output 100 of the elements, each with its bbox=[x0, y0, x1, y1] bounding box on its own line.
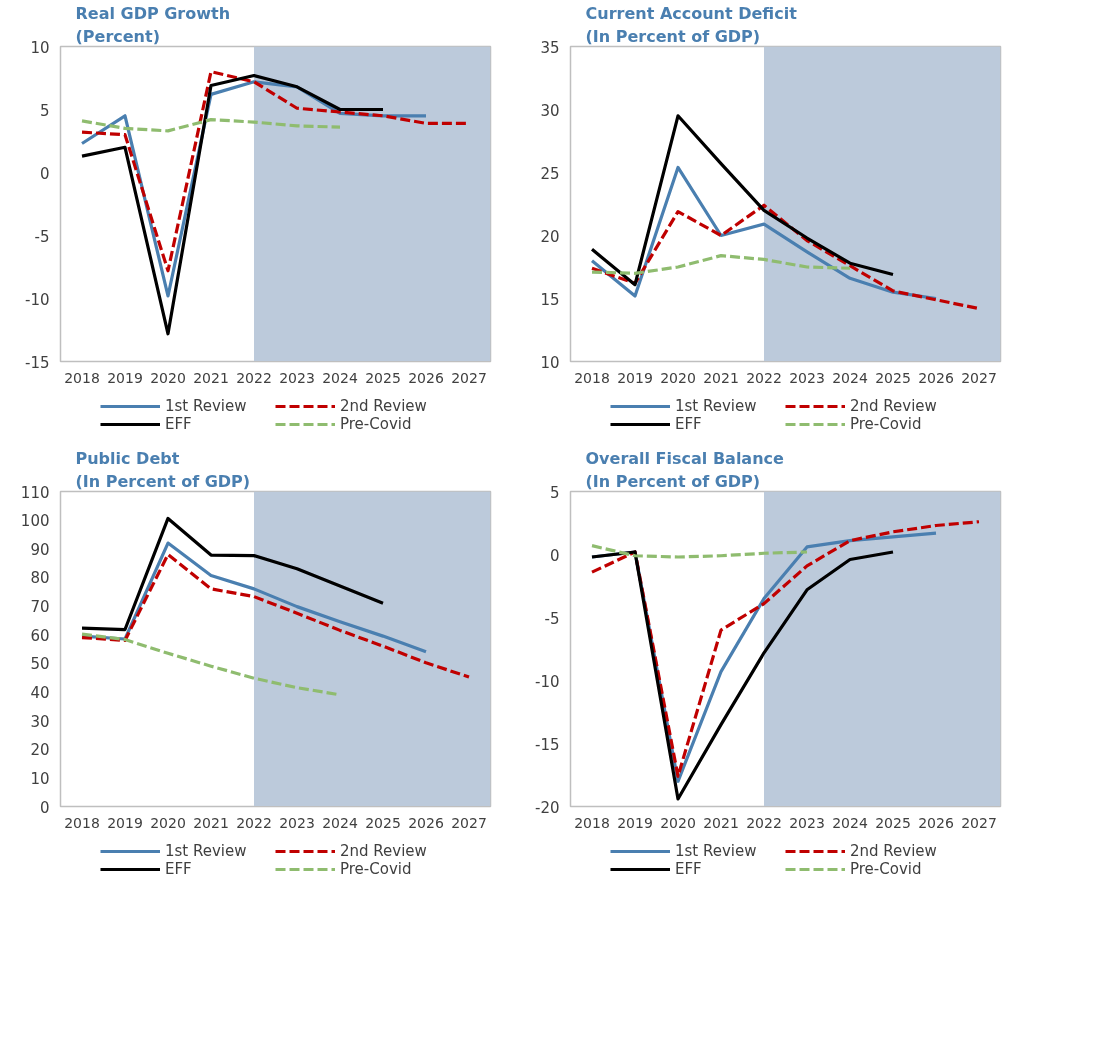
line-series bbox=[590, 550, 895, 801]
legend-label: Pre-Covid bbox=[340, 415, 413, 433]
legend-label: 2nd Review bbox=[850, 397, 938, 415]
y-tick-label: 10 bbox=[30, 769, 50, 788]
y-tick-label: 35 bbox=[540, 38, 560, 57]
x-tick-label: 2024 bbox=[322, 369, 358, 386]
x-tick-label: 2023 bbox=[279, 369, 315, 386]
legend-label: EFF bbox=[165, 415, 193, 433]
x-tick-label: 2021 bbox=[703, 369, 739, 386]
y-tick-label: 60 bbox=[30, 626, 50, 645]
y-tick-label: 30 bbox=[540, 101, 560, 120]
y-tick-label: 25 bbox=[540, 164, 560, 183]
legend-label: EFF bbox=[675, 860, 703, 878]
x-tick-label: 2024 bbox=[322, 814, 358, 831]
x-tick-label: 2021 bbox=[193, 369, 229, 386]
x-tick-label: 2022 bbox=[746, 814, 782, 831]
x-tick-label: 2021 bbox=[703, 814, 739, 831]
y-tick-label: -15 bbox=[25, 353, 50, 372]
chart-subtitle: (In Percent of GDP) bbox=[585, 26, 761, 46]
x-tick-label: 2019 bbox=[617, 369, 653, 386]
legend-label: Pre-Covid bbox=[850, 860, 923, 878]
x-tick-label: 2018 bbox=[574, 369, 610, 386]
legend-label: 1st Review bbox=[675, 842, 758, 860]
x-tick-label: 2020 bbox=[150, 814, 186, 831]
y-tick-label: 10 bbox=[540, 353, 560, 372]
y-tick-label: -15 bbox=[535, 735, 560, 754]
x-tick-label: 2026 bbox=[918, 814, 954, 831]
y-tick-label: 20 bbox=[30, 741, 50, 760]
x-tick-label: 2019 bbox=[107, 814, 143, 831]
x-tick-label: 2027 bbox=[451, 369, 487, 386]
y-tick-label: -10 bbox=[25, 290, 50, 309]
y-tick-label: 0 bbox=[549, 546, 560, 565]
y-tick-label: 10 bbox=[30, 38, 50, 57]
y-tick-label: -20 bbox=[535, 798, 560, 817]
legend-label: 2nd Review bbox=[340, 397, 428, 415]
chart-subtitle: (In Percent of GDP) bbox=[585, 471, 761, 491]
line-series bbox=[590, 544, 809, 559]
y-tick-label: 100 bbox=[20, 512, 50, 531]
y-tick-label: 40 bbox=[30, 683, 50, 702]
x-tick-label: 2025 bbox=[365, 814, 401, 831]
chart-subtitle: (Percent) bbox=[75, 26, 160, 46]
x-tick-label: 2022 bbox=[236, 814, 272, 831]
legend-label: 1st Review bbox=[165, 842, 248, 860]
legend-label: Pre-Covid bbox=[850, 415, 923, 433]
legend-label: 2nd Review bbox=[340, 842, 428, 860]
x-tick-label: 2019 bbox=[617, 814, 653, 831]
x-tick-label: 2027 bbox=[961, 369, 997, 386]
x-tick-label: 2018 bbox=[574, 814, 610, 831]
legend-label: Pre-Covid bbox=[340, 860, 413, 878]
x-tick-label: 2023 bbox=[279, 814, 315, 831]
x-tick-label: 2026 bbox=[918, 369, 954, 386]
x-tick-label: 2025 bbox=[365, 369, 401, 386]
line-series bbox=[590, 520, 981, 778]
x-tick-label: 2022 bbox=[746, 369, 782, 386]
x-tick-label: 2018 bbox=[64, 369, 100, 386]
x-tick-label: 2022 bbox=[236, 369, 272, 386]
y-tick-label: 50 bbox=[30, 655, 50, 674]
chart-title: Public Debt bbox=[75, 448, 180, 468]
legend-label: 2nd Review bbox=[850, 842, 938, 860]
y-tick-label: 15 bbox=[540, 290, 560, 309]
y-tick-label: 0 bbox=[39, 798, 50, 817]
y-tick-label: 70 bbox=[30, 598, 50, 617]
chart-title: Current Account Deficit bbox=[585, 3, 798, 23]
chart-title: Real GDP Growth bbox=[75, 3, 231, 23]
x-tick-label: 2025 bbox=[875, 369, 911, 386]
x-tick-label: 2026 bbox=[408, 814, 444, 831]
y-tick-label: 20 bbox=[540, 227, 560, 246]
legend-label: 1st Review bbox=[675, 397, 758, 415]
line-series bbox=[590, 114, 895, 287]
line-series bbox=[80, 516, 385, 632]
legend-label: EFF bbox=[165, 860, 193, 878]
x-tick-label: 2020 bbox=[660, 814, 696, 831]
x-tick-label: 2023 bbox=[789, 369, 825, 386]
x-tick-label: 2019 bbox=[107, 369, 143, 386]
y-tick-label: -5 bbox=[544, 609, 560, 628]
y-tick-label: 110 bbox=[20, 483, 50, 502]
chart-title: Overall Fiscal Balance bbox=[585, 448, 785, 468]
y-tick-label: 5 bbox=[39, 101, 50, 120]
legend-label: EFF bbox=[675, 415, 703, 433]
y-tick-label: 30 bbox=[30, 712, 50, 731]
line-series bbox=[80, 552, 471, 679]
x-tick-label: 2027 bbox=[451, 814, 487, 831]
y-tick-label: 0 bbox=[39, 164, 50, 183]
x-tick-label: 2020 bbox=[660, 369, 696, 386]
chart-subtitle: (In Percent of GDP) bbox=[75, 471, 251, 491]
legend-label: 1st Review bbox=[165, 397, 248, 415]
x-tick-label: 2026 bbox=[408, 369, 444, 386]
y-tick-label: 90 bbox=[30, 540, 50, 559]
x-tick-label: 2020 bbox=[150, 369, 186, 386]
y-tick-label: 80 bbox=[30, 569, 50, 588]
x-tick-label: 2027 bbox=[961, 814, 997, 831]
line-series bbox=[80, 73, 385, 336]
x-tick-label: 2024 bbox=[832, 814, 868, 831]
y-tick-label: -5 bbox=[34, 227, 50, 246]
x-tick-label: 2018 bbox=[64, 814, 100, 831]
line-series bbox=[80, 117, 342, 133]
y-tick-label: 5 bbox=[549, 483, 560, 502]
y-tick-label: -10 bbox=[535, 672, 560, 691]
x-tick-label: 2025 bbox=[875, 814, 911, 831]
line-series bbox=[590, 254, 852, 275]
